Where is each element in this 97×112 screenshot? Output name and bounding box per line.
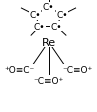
Text: C•: C• [34,22,46,31]
Text: ⁻C≡O⁺: ⁻C≡O⁺ [62,65,93,74]
Text: C•: C• [29,11,41,20]
Text: C•: C• [43,3,54,12]
Text: ⁺O≡C⁻: ⁺O≡C⁻ [4,65,35,74]
Text: C•: C• [50,22,62,31]
Text: ⁻C≡O⁺: ⁻C≡O⁺ [33,76,64,85]
Text: Re: Re [41,38,56,47]
Text: C•: C• [56,11,68,20]
